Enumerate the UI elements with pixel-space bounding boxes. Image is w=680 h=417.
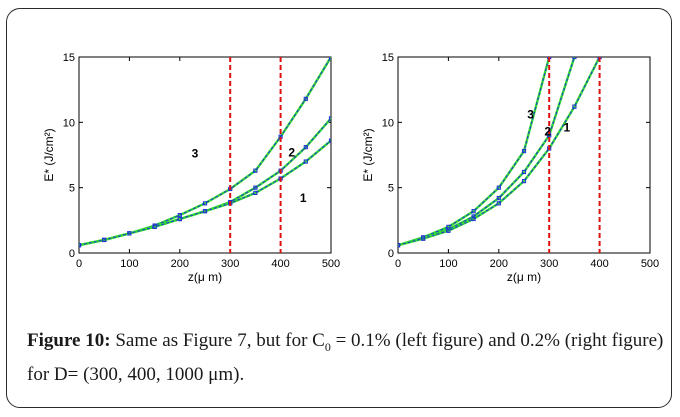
data-point — [496, 196, 501, 201]
y-tick-label: 0 — [388, 248, 394, 260]
data-point — [471, 209, 476, 214]
data-point — [253, 185, 258, 190]
data-point — [471, 216, 476, 222]
plot-area-box — [78, 56, 332, 254]
series-label-3: 3 — [192, 147, 199, 161]
caption-text-b: = 0.1% (left figure) and 0.2% (right fig… — [27, 330, 664, 385]
y-tick-label: 5 — [388, 183, 394, 195]
figure-frame: 0 100 200 300 400 500 0 5 10 15 z(μ m) E* (J/cm²) 3 2… — [6, 8, 672, 408]
data-point — [79, 243, 82, 248]
x-tick-label: 300 — [221, 258, 239, 270]
series-label-1: 1 — [563, 121, 570, 135]
data-curve-1 — [398, 57, 601, 246]
y-tick-label: 0 — [69, 248, 75, 260]
data-point — [398, 243, 401, 248]
data-point — [496, 185, 501, 190]
right-chart: 0 100 200 300 400 500 0 5 10 15 z(μ m) E* (J/cm²) 32… — [361, 52, 659, 284]
data-curve-1 — [79, 140, 331, 246]
series-label-3: 3 — [527, 107, 534, 121]
fit-curve-2 — [79, 117, 331, 247]
x-tick-label: 200 — [171, 258, 189, 270]
data-curve-2 — [79, 118, 331, 246]
data-point — [177, 213, 182, 218]
x-tick-label: 0 — [395, 258, 401, 270]
y-tick-label: 15 — [382, 52, 394, 64]
y-axis-label: E* (J/cm²) — [361, 128, 375, 181]
x-tick-label: 100 — [439, 258, 457, 270]
series-group — [398, 57, 602, 248]
data-point — [177, 216, 182, 222]
caption-text-a: Same as Figure 7, but for C — [110, 330, 325, 351]
fit-curve-1 — [398, 57, 601, 247]
data-point — [303, 145, 308, 150]
x-axis-label: z(μ m) — [188, 270, 222, 284]
data-point — [572, 104, 577, 109]
data-point — [521, 179, 527, 184]
x-tick-label: 300 — [540, 258, 558, 270]
x-axis-label: z(μ m) — [507, 270, 541, 284]
left-chart: 0 100 200 300 400 500 0 5 10 15 z(μ m) E* (J/cm²) 3 2… — [42, 52, 340, 284]
data-point — [127, 231, 132, 236]
y-tick-label: 5 — [69, 183, 75, 195]
caption-label: Figure 10: — [27, 330, 111, 351]
y-axis-label: E* (J/cm²) — [42, 128, 56, 181]
data-curve-3 — [79, 57, 331, 246]
series-label-2: 2 — [544, 124, 551, 138]
x-tick-label: 500 — [641, 258, 659, 270]
series-label-1: 1 — [300, 191, 307, 205]
data-point — [521, 148, 527, 154]
data-point — [572, 57, 577, 60]
x-tick-label: 400 — [590, 258, 608, 270]
data-point — [253, 190, 258, 195]
data-point — [152, 224, 157, 229]
series-label-2: 2 — [288, 145, 295, 159]
data-point — [202, 201, 208, 206]
data-point — [303, 96, 308, 101]
data-point — [253, 168, 258, 173]
data-point — [328, 57, 331, 60]
data-point — [446, 228, 451, 233]
x-tick-label: 500 — [322, 258, 340, 270]
series-group — [79, 57, 331, 248]
y-tick-label: 15 — [63, 52, 75, 64]
x-tick-label: 200 — [490, 258, 508, 270]
plot-area-box — [397, 56, 651, 254]
x-tick-label: 100 — [120, 258, 138, 270]
data-point — [102, 237, 107, 243]
left-chart-panel: 0 100 200 300 400 500 0 5 10 15 z(μ m) E* (J/cm²) 3 2… — [33, 49, 345, 301]
right-chart-panel: 0 100 200 300 400 500 0 5 10 15 z(μ m) E* (J/cm²) 3 2… — [352, 49, 664, 301]
y-tick-label: 10 — [63, 117, 75, 129]
data-point — [521, 169, 527, 175]
data-point — [496, 201, 501, 206]
data-point — [421, 236, 426, 241]
data-point — [202, 209, 208, 214]
data-point — [328, 138, 331, 143]
caption-subscript: 0 — [324, 339, 331, 354]
x-tick-label: 400 — [271, 258, 289, 270]
figure-caption: Figure 10: Same as Figure 7, but for C0 … — [27, 327, 667, 389]
data-point — [328, 116, 331, 121]
y-tick-label: 10 — [382, 117, 394, 129]
data-point — [303, 159, 308, 164]
x-tick-label: 0 — [76, 258, 82, 270]
